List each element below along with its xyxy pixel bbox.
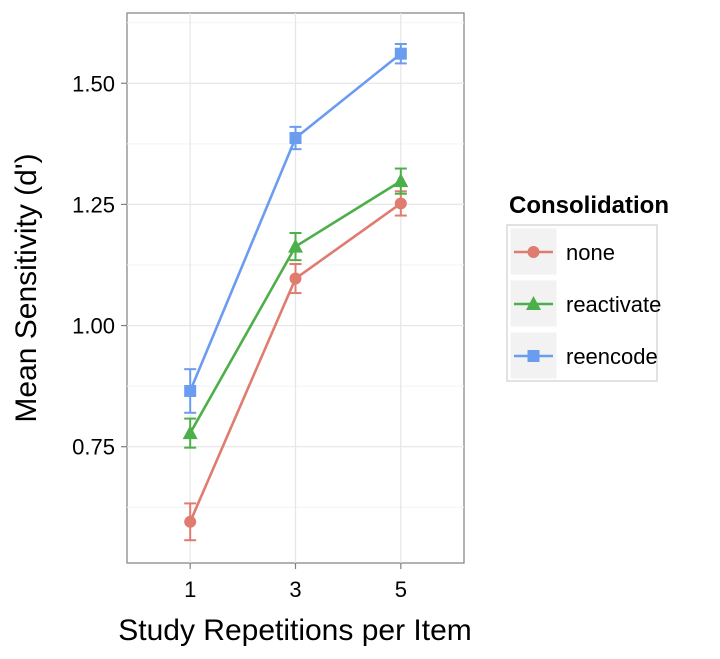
legend-key-marker — [527, 246, 540, 258]
data-series — [182, 43, 409, 542]
series-reactivate — [182, 167, 409, 449]
legend-label: reactivate — [566, 292, 661, 317]
data-point — [184, 515, 197, 528]
data-point — [393, 173, 409, 188]
series-reencode — [184, 43, 407, 414]
legend-items: none reactivate reencode — [509, 227, 661, 380]
series-none — [184, 190, 407, 542]
legend: Consolidation none reactivate reencode — [506, 192, 669, 382]
data-point — [184, 384, 197, 397]
data-point — [289, 132, 302, 145]
data-point — [394, 197, 407, 210]
y-tick-label: 1.00 — [72, 314, 115, 339]
x-tick-label: 5 — [395, 577, 407, 602]
data-point — [288, 238, 303, 253]
x-axis-title: Study Repetitions per Item — [118, 614, 472, 647]
axes: 0.75 1.00 1.25 1.50 1 3 5 — [72, 71, 407, 602]
y-tick-label: 1.25 — [72, 192, 115, 217]
legend-label: none — [566, 240, 615, 265]
legend-item-none: none — [509, 227, 615, 276]
legend-item-reencode: reencode — [509, 331, 658, 380]
legend-item-reactivate: reactivate — [509, 279, 661, 328]
x-tick-label: 1 — [184, 577, 196, 602]
y-tick-label: 0.75 — [72, 435, 115, 460]
data-point — [394, 47, 407, 60]
legend-label: reencode — [566, 344, 658, 369]
legend-key-marker — [527, 350, 540, 362]
legend-key-marker — [526, 296, 541, 310]
legend-title: Consolidation — [509, 192, 669, 219]
y-axis-title: Mean Sensitivity (d') — [10, 153, 43, 422]
x-tick-label: 3 — [289, 577, 301, 602]
grid-lines — [127, 13, 464, 563]
data-point — [182, 425, 198, 440]
y-tick-label: 1.50 — [72, 71, 115, 96]
data-point — [289, 272, 302, 285]
